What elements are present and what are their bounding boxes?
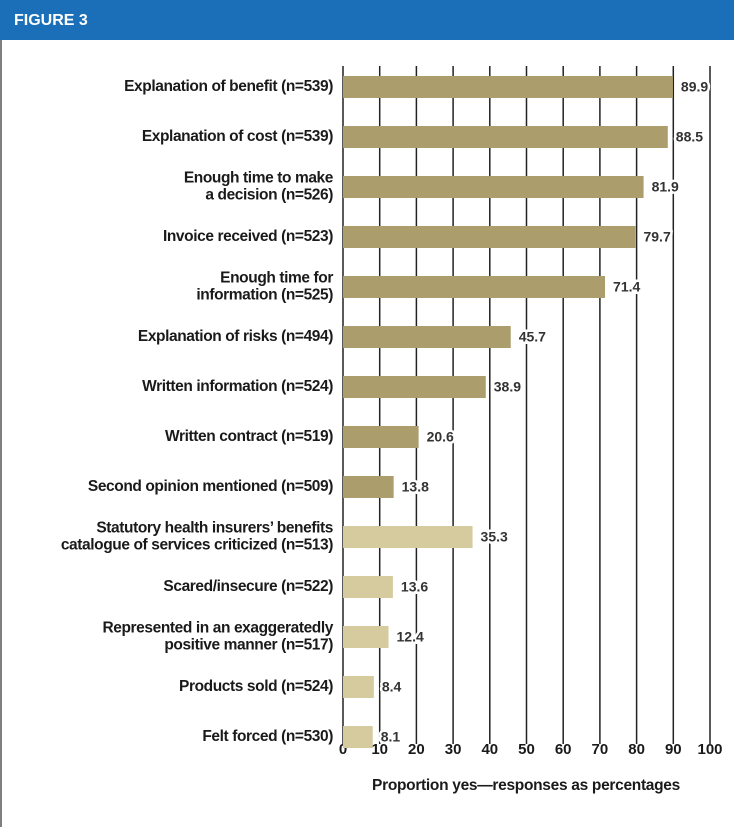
y-tick-label: catalogue of services criticized (n=513) [61,537,333,554]
x-tick-label: 90 [665,741,682,758]
y-tick-label: Enough time for [220,270,333,287]
bar [343,626,389,648]
y-tick-label: Statutory health insurers’ benefits [96,520,333,537]
bar [343,326,511,348]
y-tick-label: Explanation of cost (n=539) [142,128,333,145]
value-label: 35.3 [481,529,508,545]
value-label: 71.4 [613,279,640,295]
y-tick-label: Products sold (n=524) [179,678,333,695]
bar [343,276,606,298]
bar [343,676,374,698]
y-tick-label: Second opinion mentioned (n=509) [88,478,333,495]
value-label: 45.7 [519,329,546,345]
x-tick-label: 20 [408,741,425,758]
x-tick-label: 50 [518,741,535,758]
bar [343,126,668,148]
y-tick-label: information (n=525) [196,287,333,304]
bar [343,176,644,198]
bar [343,226,636,248]
x-axis-title: Proportion yes—responses as percentages [372,777,680,794]
value-label: 89.9 [681,79,708,95]
y-tick-label: Felt forced (n=530) [202,728,333,745]
value-label: 13.8 [402,479,429,495]
y-tick-label: Scared/insecure (n=522) [163,578,333,595]
x-tick-label: 40 [481,741,498,758]
y-tick-label: Explanation of risks (n=494) [138,328,333,345]
x-tick-label: 0 [339,741,347,758]
y-tick-label: Invoice received (n=523) [163,228,333,245]
y-tick-label: positive manner (n=517) [164,637,333,654]
bar [343,376,486,398]
y-tick-label: Written contract (n=519) [165,428,333,445]
bar [343,526,473,548]
bar [343,476,394,498]
x-tick-label: 30 [445,741,462,758]
bar [343,426,419,448]
value-label: 38.9 [494,379,521,395]
header-band [0,0,734,40]
bar [343,76,673,98]
y-tick-label: Written information (n=524) [142,378,333,395]
value-label: 8.1 [381,729,401,745]
chart-title: FIGURE 3 [14,12,88,29]
x-tick-label: 10 [371,741,388,758]
value-label: 20.6 [427,429,454,445]
y-tick-label: Represented in an exaggeratedly [102,620,333,637]
value-label: 13.6 [401,579,428,595]
value-label: 81.9 [652,179,679,195]
x-tick-label: 70 [592,741,609,758]
value-label: 8.4 [382,679,402,695]
x-tick-label: 80 [628,741,645,758]
y-tick-label: a decision (n=526) [205,187,333,204]
value-label: 12.4 [397,629,424,645]
value-label: 79.7 [643,229,670,245]
y-tick-label: Enough time to make [184,170,334,187]
x-tick-label: 60 [555,741,572,758]
y-tick-label: Explanation of benefit (n=539) [124,78,333,95]
bar [343,726,373,748]
bar [343,576,393,598]
value-label: 88.5 [676,129,703,145]
x-tick-label: 100 [697,741,722,758]
